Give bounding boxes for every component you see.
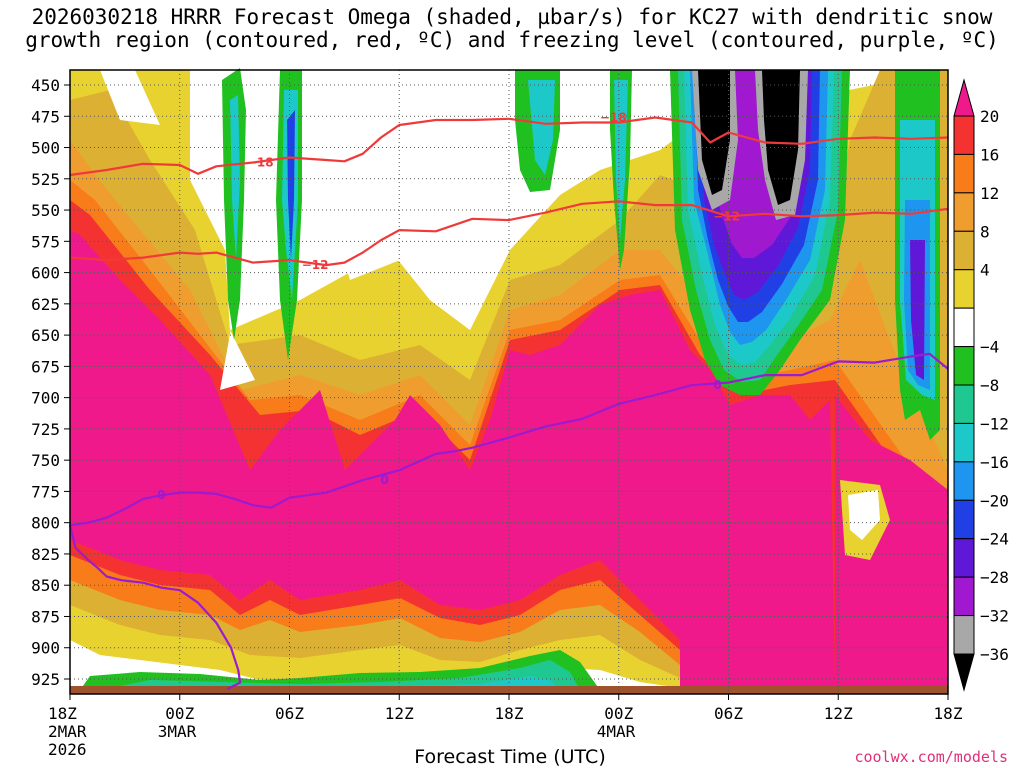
omega-field-gap-1 xyxy=(100,70,160,125)
omega-field-ge-20-east xyxy=(835,395,948,690)
colorbar-label-10: −24 xyxy=(980,530,1009,549)
y-tick-label-850: 850 xyxy=(31,576,60,595)
x-tick-label-0-2: 2026 xyxy=(48,740,87,759)
colorbar-swatch-1 xyxy=(953,115,975,155)
x-tick-label-36-0: 06Z xyxy=(714,704,743,723)
contour-label-2: −12 xyxy=(302,258,329,272)
colorbar-label-1: 16 xyxy=(980,145,999,164)
colorbar-label-9: −20 xyxy=(980,491,1009,510)
y-tick-label-650: 650 xyxy=(31,326,60,345)
colorbar-swatch-5 xyxy=(953,269,975,309)
colorbar-swatch-4 xyxy=(953,230,975,271)
colorbar-label-6: −8 xyxy=(980,376,999,395)
omega-plume-black xyxy=(698,70,730,195)
contour-lines xyxy=(68,116,949,690)
x-tick-label-12-0: 06Z xyxy=(275,704,304,723)
colorbar-swatch-14 xyxy=(953,615,975,655)
colorbar-swatch-7 xyxy=(953,346,975,386)
y-tick-label-625: 625 xyxy=(31,295,60,314)
y-tick-label-575: 575 xyxy=(31,232,60,251)
contour-freezing-level xyxy=(69,352,949,527)
colorbar-label-2: 12 xyxy=(980,184,999,203)
contour-dendritic-top xyxy=(69,116,949,177)
colorbar-label-12: −32 xyxy=(980,607,1009,626)
colorbar-swatch-8 xyxy=(953,384,975,424)
contour-freezing-level-low xyxy=(68,524,242,690)
y-tick-label-700: 700 xyxy=(31,389,60,408)
y-tick-label-600: 600 xyxy=(31,264,60,283)
x-tick-label-0-1: 2MAR xyxy=(48,722,87,741)
y-tick-label-725: 725 xyxy=(31,420,60,439)
contour-label-6: 0 xyxy=(713,378,721,392)
y-tick-label-825: 825 xyxy=(31,545,60,564)
y-tick-label-800: 800 xyxy=(31,514,60,533)
omega-pocket-east-white xyxy=(848,490,880,540)
omega-spike-4-cyan xyxy=(614,80,628,240)
y-axis: 450 475 500 525 550 575 600 625 650 675 700 725 750 7… xyxy=(31,76,70,689)
colorbar-swatch-6 xyxy=(953,307,975,348)
colorbar-label-4: 4 xyxy=(980,261,990,280)
y-tick-label-875: 875 xyxy=(31,607,60,626)
colorbar-swatch-13 xyxy=(953,576,975,617)
x-tick-label-30-0: 00Z xyxy=(604,704,633,723)
y-tick-label-475: 475 xyxy=(31,107,60,126)
x-tick-label-18-0: 12Z xyxy=(385,704,414,723)
y-tick-label-550: 550 xyxy=(31,201,60,220)
colorbar-swatch-15 xyxy=(953,653,975,692)
colorbar-swatch-9 xyxy=(953,422,975,463)
contour-label-1: −18 xyxy=(600,111,627,125)
y-tick-label-450: 450 xyxy=(31,76,60,95)
chart-title-line-2: growth region (contoured, red, ºC) and f… xyxy=(25,28,999,52)
x-tick-label-30-1: 4MAR xyxy=(597,722,636,741)
y-tick-label-750: 750 xyxy=(31,451,60,470)
x-axis-title: Forecast Time (UTC) xyxy=(414,746,606,768)
chart-title: 2026030218 HRRR Forecast Omega (shaded, … xyxy=(0,6,1024,52)
colorbar-label-7: −12 xyxy=(980,414,1009,433)
x-tick-label-48-0: 18Z xyxy=(934,704,963,723)
y-tick-label-675: 675 xyxy=(31,357,60,376)
plot-area: −18 −18 −12 −12 0 0 0 xyxy=(68,68,949,695)
y-tick-label-525: 525 xyxy=(31,170,60,189)
y-tick-label-775: 775 xyxy=(31,482,60,501)
omega-low-teal xyxy=(100,660,580,690)
omega-spike-3-cyan xyxy=(528,80,555,175)
x-tick-label-0-0: 18Z xyxy=(48,704,77,723)
contour-dendritic-bottom xyxy=(69,200,949,267)
contour-labels: −18 −18 −12 −12 0 0 0 xyxy=(157,111,740,503)
colorbar-label-8: −16 xyxy=(980,453,1009,472)
colorbar: 20 16 12 8 4 −4 −8 −12 −16 −20 −24 −28 −32 −36 xyxy=(953,78,1009,692)
omega-field-ge-20 xyxy=(70,230,835,690)
colorbar-label-3: 8 xyxy=(980,222,990,241)
colorbar-swatch-2 xyxy=(953,153,975,194)
x-tick-label-6-0: 00Z xyxy=(165,704,194,723)
y-tick-label-500: 500 xyxy=(31,139,60,158)
contour-label-0: −18 xyxy=(247,156,274,170)
colorbar-label-5: −4 xyxy=(980,338,999,357)
colorbar-label-0: 20 xyxy=(980,107,999,126)
x-tick-label-24-0: 18Z xyxy=(495,704,524,723)
colorbar-swatch-10 xyxy=(953,461,975,501)
contour-label-4: 0 xyxy=(157,488,165,502)
colorbar-label-13: −36 xyxy=(980,645,1009,664)
y-tick-label-925: 925 xyxy=(31,670,60,689)
x-tick-label-6-1: 3MAR xyxy=(158,722,197,741)
colorbar-swatch-12 xyxy=(953,538,975,578)
credit-text: coolwx.com/models xyxy=(854,748,1008,766)
omega-plume-black-2 xyxy=(762,70,800,205)
contour-label-3: −12 xyxy=(713,209,740,223)
colorbar-swatch-0 xyxy=(953,78,975,117)
colorbar-swatch-11 xyxy=(953,499,975,540)
omega-spike-2-blue xyxy=(287,110,295,260)
colorbar-swatch-3 xyxy=(953,192,975,232)
omega-field-gap-3 xyxy=(310,70,560,330)
y-tick-label-900: 900 xyxy=(31,639,60,658)
omega-spike-1-cyan xyxy=(230,95,240,260)
contour-label-5: 0 xyxy=(380,473,388,487)
colorbar-label-11: −28 xyxy=(980,568,1009,587)
x-tick-label-42-0: 12Z xyxy=(824,704,853,723)
omega-spike-5-purple xyxy=(910,240,925,380)
chart-title-line-1: 2026030218 HRRR Forecast Omega (shaded, … xyxy=(31,5,993,29)
